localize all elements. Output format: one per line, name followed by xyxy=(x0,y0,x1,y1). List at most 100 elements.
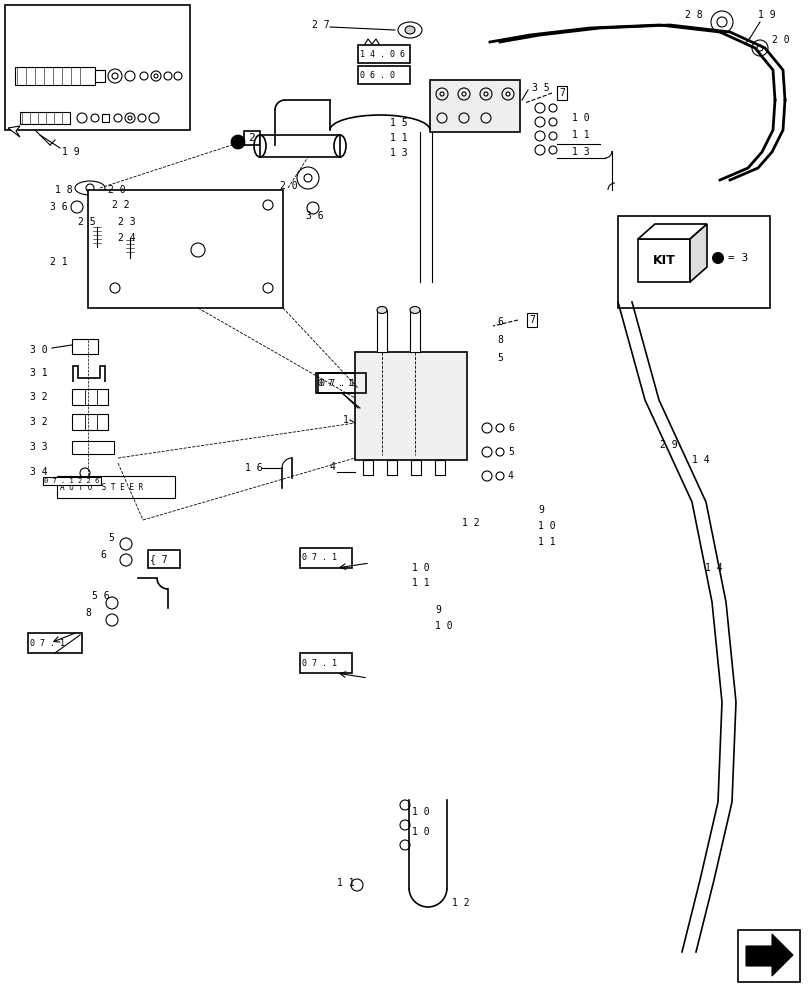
Bar xyxy=(318,373,367,393)
Text: 1: 1 xyxy=(342,415,349,425)
Bar xyxy=(299,653,351,673)
Text: 0 6 . 0: 0 6 . 0 xyxy=(359,71,394,80)
Text: 1 0: 1 0 xyxy=(411,807,429,817)
Bar xyxy=(5,5,190,130)
Text: A U T O  S T E E R: A U T O S T E E R xyxy=(60,483,143,491)
Bar xyxy=(617,216,769,308)
Text: 3 2: 3 2 xyxy=(30,392,48,402)
Bar xyxy=(299,548,351,568)
Text: 3 1: 3 1 xyxy=(30,368,48,378)
Bar xyxy=(410,460,420,475)
Text: 0 7 . 1: 0 7 . 1 xyxy=(320,378,354,387)
Text: 1 1: 1 1 xyxy=(411,578,429,588)
Bar xyxy=(102,114,109,122)
Ellipse shape xyxy=(376,306,387,314)
Text: 1 4: 1 4 xyxy=(691,455,709,465)
Text: 1 6: 1 6 xyxy=(245,463,262,473)
Polygon shape xyxy=(689,224,706,282)
Text: 7: 7 xyxy=(529,315,534,325)
Text: 0 7 . 1: 0 7 . 1 xyxy=(302,658,337,668)
Text: { 7: { 7 xyxy=(150,554,167,564)
Text: 5: 5 xyxy=(508,447,513,457)
Text: = 3: = 3 xyxy=(727,253,747,263)
Text: 8: 8 xyxy=(496,335,502,345)
Bar xyxy=(20,112,70,124)
Ellipse shape xyxy=(405,26,414,34)
Bar xyxy=(148,550,180,568)
Text: 7: 7 xyxy=(559,88,564,98)
Bar xyxy=(88,190,283,308)
Text: 2 0: 2 0 xyxy=(280,181,298,191)
Bar xyxy=(72,441,114,454)
Bar xyxy=(126,255,134,260)
Text: 2 4: 2 4 xyxy=(118,233,135,243)
Bar xyxy=(358,66,410,84)
Circle shape xyxy=(711,252,723,264)
Text: 0 7 . 1: 0 7 . 1 xyxy=(318,378,353,387)
Text: 9: 9 xyxy=(435,605,440,615)
Polygon shape xyxy=(8,126,20,137)
Text: 2 9: 2 9 xyxy=(659,440,677,450)
Text: 2: 2 xyxy=(247,133,255,143)
Text: 2 0: 2 0 xyxy=(108,185,126,195)
Text: 1 4: 1 4 xyxy=(704,563,722,573)
Text: 5: 5 xyxy=(496,353,502,363)
Bar xyxy=(358,45,410,63)
Text: 6: 6 xyxy=(508,423,513,433)
Text: 9: 9 xyxy=(538,505,543,515)
Text: 1 0: 1 0 xyxy=(538,521,555,531)
Text: 2 1: 2 1 xyxy=(50,257,67,267)
Text: 1 5: 1 5 xyxy=(389,118,407,128)
Text: 3 4: 3 4 xyxy=(30,467,48,477)
Text: 6: 6 xyxy=(100,550,105,560)
Text: 1 1: 1 1 xyxy=(538,537,555,547)
Text: 3 5: 3 5 xyxy=(531,83,549,93)
Text: 1 1: 1 1 xyxy=(337,878,354,888)
Bar xyxy=(28,633,82,653)
Text: 5: 5 xyxy=(108,533,114,543)
Text: 3 0: 3 0 xyxy=(30,345,48,355)
Text: 4: 4 xyxy=(329,462,336,472)
Bar xyxy=(410,310,419,352)
Text: 3 6: 3 6 xyxy=(50,202,67,212)
Bar xyxy=(637,239,689,282)
Text: 2 3: 2 3 xyxy=(118,217,135,227)
Bar xyxy=(315,373,366,393)
Polygon shape xyxy=(745,934,792,976)
Polygon shape xyxy=(637,224,706,239)
Text: 5 6: 5 6 xyxy=(92,591,109,601)
Bar xyxy=(72,389,108,405)
Bar xyxy=(93,245,101,250)
Text: 3 2: 3 2 xyxy=(30,417,48,427)
Bar xyxy=(387,460,397,475)
Text: 1 4 . 0 6: 1 4 . 0 6 xyxy=(359,50,405,59)
Circle shape xyxy=(232,136,243,148)
Text: 1 1: 1 1 xyxy=(571,130,589,140)
Text: 1 3: 1 3 xyxy=(571,147,589,157)
Text: 2 8: 2 8 xyxy=(684,10,702,20)
Bar xyxy=(72,339,98,354)
Bar xyxy=(57,476,175,498)
Text: 3 3: 3 3 xyxy=(30,442,48,452)
Text: 1 8: 1 8 xyxy=(55,185,72,195)
Bar xyxy=(376,310,387,352)
Text: 6: 6 xyxy=(496,317,502,327)
Ellipse shape xyxy=(410,306,419,314)
Text: 1 9: 1 9 xyxy=(62,147,79,157)
Bar xyxy=(15,67,95,85)
Text: 1 9: 1 9 xyxy=(757,10,775,20)
Text: 1 3: 1 3 xyxy=(389,148,407,158)
Text: KIT: KIT xyxy=(652,254,675,267)
Text: 1 0: 1 0 xyxy=(411,563,429,573)
Bar xyxy=(260,135,340,157)
Bar xyxy=(435,460,444,475)
Text: 1 0: 1 0 xyxy=(411,827,429,837)
Text: 2 7: 2 7 xyxy=(311,20,329,30)
Text: 1 1: 1 1 xyxy=(389,133,407,143)
Text: 3 6: 3 6 xyxy=(306,211,324,221)
Text: 1 2: 1 2 xyxy=(452,898,469,908)
Text: 0 7 . 1: 0 7 . 1 xyxy=(302,554,337,562)
Bar xyxy=(737,930,799,982)
Text: 0 7 . 1 2 2 6: 0 7 . 1 2 2 6 xyxy=(45,478,100,484)
Bar xyxy=(354,352,466,460)
